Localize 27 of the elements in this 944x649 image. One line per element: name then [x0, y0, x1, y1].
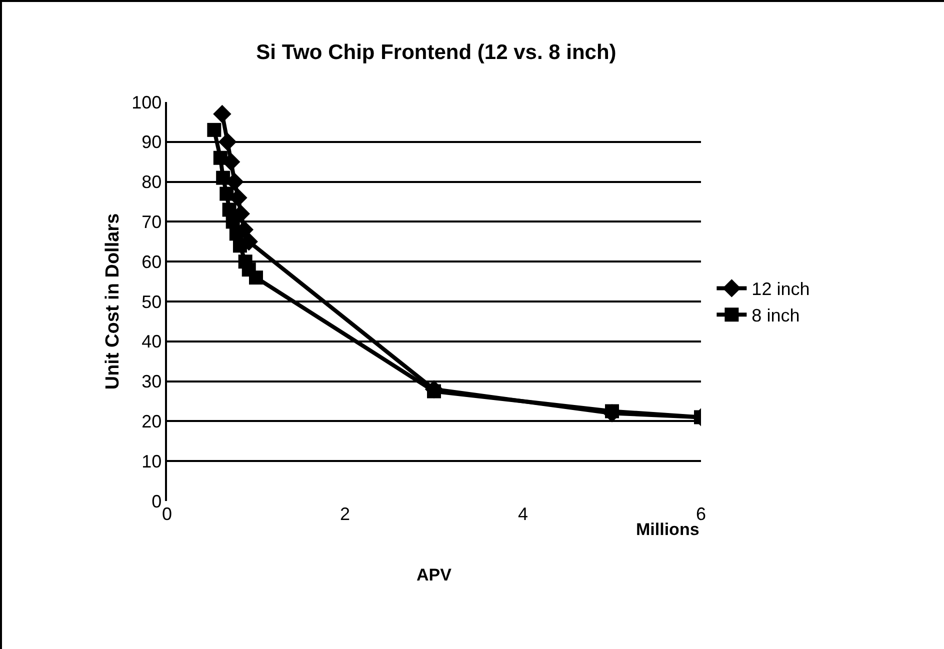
legend-label: 12 inch — [752, 279, 810, 300]
x-tick-label: 2 — [340, 504, 350, 524]
legend-label: 8 inch — [752, 306, 800, 326]
point — [216, 170, 230, 185]
point — [605, 404, 619, 418]
point — [207, 122, 222, 137]
point — [218, 132, 237, 151]
y-tick-label: 80 — [142, 172, 162, 192]
chart-title: Si Two Chip Frontend (12 vs. 8 inch) — [256, 40, 616, 64]
y-tick-label: 100 — [132, 92, 162, 112]
y-tick-label: 20 — [142, 412, 162, 432]
x-axis-title: APV — [416, 565, 452, 584]
point — [213, 150, 228, 165]
point — [249, 270, 263, 285]
y-tick-label: 40 — [142, 332, 162, 352]
y-tick-label: 90 — [142, 132, 162, 152]
y-tick-label: 10 — [142, 451, 162, 472]
y-tick-label: 0 — [152, 491, 162, 512]
y-tick-label: 50 — [142, 292, 162, 312]
x-tick-label: 4 — [518, 504, 528, 524]
y-tick-label: 30 — [142, 372, 162, 392]
y-tick-label: 60 — [142, 252, 162, 272]
y-tick-label: 70 — [142, 212, 162, 232]
point — [220, 186, 234, 201]
point — [232, 238, 247, 253]
y-axis-title: Unit Cost in Dollars — [102, 213, 124, 390]
point — [213, 104, 232, 124]
